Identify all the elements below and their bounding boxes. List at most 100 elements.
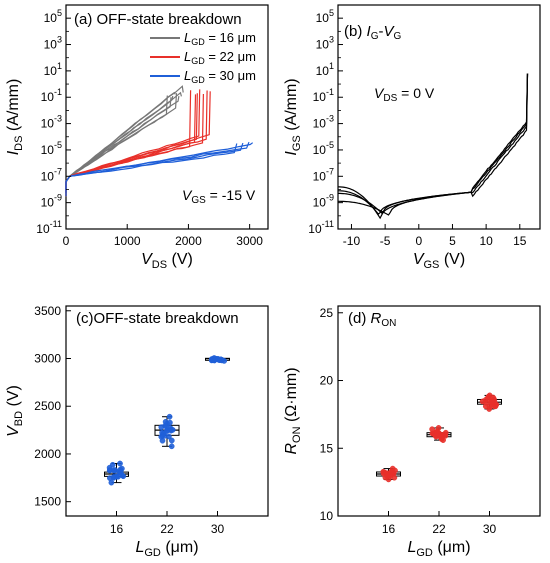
panel-c-y-tick-label: 2000 xyxy=(34,447,61,461)
panel-c-x-ticks: 16 22 30 xyxy=(110,511,224,536)
panel-a-legend-label: LGD = 30 μm xyxy=(184,68,256,85)
panel-c-data-point xyxy=(158,424,165,431)
panel-a-x-tick-label: 3000 xyxy=(236,234,263,248)
panel-b-x-tick-label: -10 xyxy=(343,234,361,248)
panel-c-data-point xyxy=(216,357,223,364)
panel-d-data-point xyxy=(492,403,499,410)
panel-a-x-tick-label: 2000 xyxy=(175,234,202,248)
panel-a-y-tick-label: 10-5 xyxy=(41,140,62,157)
panel-b-y-tick-label: 10-3 xyxy=(313,114,334,131)
panel-b-y-tick-label: 103 xyxy=(316,35,334,52)
panel-d-data-point xyxy=(441,431,448,438)
panel-c-vbd-box: 16 22 30 1500 2000 2500 3000 3500 (c)OFF-state… xyxy=(5,304,269,559)
panel-a-y-axis-label: IDS (A/mm) xyxy=(5,79,25,156)
panel-d-plot-frame xyxy=(337,305,541,517)
panel-b-x-tick-label: 5 xyxy=(449,234,456,248)
panel-a-y-tick-label: 105 xyxy=(44,8,62,25)
panel-b-y-axis-label: IGS (A/mm) xyxy=(283,78,303,155)
panel-b-y-ticks: 10-11 10-9 10-7 10-5 10-3 10-1 101 103 105 xyxy=(308,8,343,236)
panel-b-ig-curve xyxy=(338,73,529,215)
panel-d-data-layer xyxy=(376,392,502,483)
panel-d-x-axis-label: LGD (μm) xyxy=(407,539,470,559)
panel-c-data-point xyxy=(167,425,174,432)
panel-d-x-tick-label: 16 xyxy=(382,522,396,536)
panel-d-y-tick-label: 10 xyxy=(320,509,334,523)
panel-a-annotation: VGS = -15 V xyxy=(182,187,256,206)
panel-d-data-point xyxy=(432,431,439,438)
panel-a-y-tick-label: 10-7 xyxy=(41,166,62,183)
panel-c-x-tick-label: 22 xyxy=(160,522,174,536)
panel-c-y-tick-label: 3500 xyxy=(34,304,61,318)
panel-a-y-tick-label: 101 xyxy=(44,61,62,78)
panel-b-plot-frame xyxy=(337,4,541,230)
panel-d-data-point xyxy=(479,398,486,405)
panel-c-y-tick-label: 1500 xyxy=(34,495,61,509)
panel-a-plot-frame xyxy=(65,4,269,230)
panel-b-x-tick-label: -5 xyxy=(380,234,391,248)
panel-a-curve-gray xyxy=(65,91,182,197)
panel-b-y-tick-label: 10-1 xyxy=(313,87,334,104)
panel-d-y-ticks: 10 15 20 25 xyxy=(320,306,343,523)
panel-d-x-tick-label: 30 xyxy=(483,522,497,536)
panel-d-y-tick-label: 20 xyxy=(320,374,334,388)
panel-d-ron-box: 16 22 30 10 15 20 25 (d) RON LGD (μm) RON (Ω·… xyxy=(283,305,541,559)
panel-a-y-tick-label: 10-1 xyxy=(41,87,62,104)
panel-d-y-axis-label: RON (Ω·mm) xyxy=(283,367,303,454)
panel-b-ig-vg: -10 -5 0 5 10 15 10-11 10-9 10-7 10-5 10-3 10-1 10 1… xyxy=(283,4,541,271)
panel-a-y-ticks: 10-11 10-9 10-7 10-5 10-3 10-1 101 103 105 xyxy=(36,8,71,236)
panel-a-curve-gray xyxy=(65,85,184,193)
panel-c-data-point xyxy=(168,443,175,450)
panel-d-data-point xyxy=(429,426,435,433)
panel-b-annotation: VDS = 0 V xyxy=(374,85,435,104)
panel-d-data-point xyxy=(380,468,387,475)
panel-d-data-point xyxy=(488,398,495,405)
panel-d-data-point xyxy=(390,469,397,476)
panel-a-curve-gray xyxy=(65,97,172,193)
panel-a-y-tick-label: 10-9 xyxy=(41,193,62,210)
panel-a-ivds-breakdown: 0 1000 2000 3000 10-1110-910-710-510-310-11… xyxy=(5,4,269,271)
panel-a-x-tick-label: 0 xyxy=(63,234,70,248)
panel-b-x-tick-label: 15 xyxy=(513,234,527,248)
panel-a-y-tick-label: 103 xyxy=(44,35,62,52)
panel-c-data-layer xyxy=(104,355,230,486)
panel-a-curve-gray xyxy=(65,93,178,193)
panel-c-plot-frame xyxy=(65,305,269,517)
panel-c-data-point xyxy=(209,356,216,363)
panel-a-curve-red xyxy=(65,89,201,197)
panel-b-x-tick-label: 10 xyxy=(479,234,493,248)
panel-b-x-ticks: -10 -5 0 5 10 15 xyxy=(343,224,527,248)
panel-d-x-tick-label: 22 xyxy=(432,522,446,536)
panel-a-y-tick-label: 10-11 xyxy=(36,219,62,236)
panel-a-legend-label: LGD = 16 μm xyxy=(184,30,256,47)
panel-a-curve-gray xyxy=(65,95,180,190)
panel-b-y-tick-label: 10-5 xyxy=(313,140,334,157)
panel-a-title: (a) OFF-state breakdown xyxy=(74,11,242,28)
panel-d-title: (d) RON xyxy=(348,310,396,329)
panel-a-curve-gray xyxy=(65,91,176,197)
panel-b-x-tick-label: 0 xyxy=(415,234,422,248)
panel-d-y-tick-label: 25 xyxy=(320,306,334,320)
panel-d-y-tick-label: 15 xyxy=(320,441,334,455)
panel-c-y-tick-label: 2500 xyxy=(34,399,61,413)
panel-c-y-ticks: 1500 2000 2500 3000 3500 xyxy=(34,304,71,509)
panel-d-x-ticks: 16 22 30 xyxy=(382,511,497,536)
panel-a-y-tick-label: 10-3 xyxy=(41,114,62,131)
panel-b-y-tick-label: 10-7 xyxy=(313,166,334,183)
panel-b-data-layer xyxy=(337,73,529,220)
panel-b-title: (b) IG-VG xyxy=(344,23,401,42)
panel-b-x-axis-label: VGS (V) xyxy=(413,251,465,271)
panel-c-data-point xyxy=(166,413,173,420)
panel-b-y-tick-label: 10-11 xyxy=(308,219,334,236)
panel-c-data-point xyxy=(109,461,116,468)
panel-a-legend-label: LGD = 22 μm xyxy=(184,49,256,66)
panel-a-data-layer xyxy=(65,85,254,197)
panel-b-y-tick-label: 105 xyxy=(316,8,334,25)
panel-c-y-tick-label: 3000 xyxy=(34,352,61,366)
panel-a-curve-blue xyxy=(65,142,254,197)
panel-a-curve-red xyxy=(65,90,192,197)
panel-c-x-axis-label: LGD (μm) xyxy=(135,539,198,559)
panel-c-y-axis-label: VBD (V) xyxy=(5,385,25,437)
panel-b-y-tick-label: 10-9 xyxy=(313,193,334,210)
panel-a-x-tick-label: 1000 xyxy=(114,234,141,248)
